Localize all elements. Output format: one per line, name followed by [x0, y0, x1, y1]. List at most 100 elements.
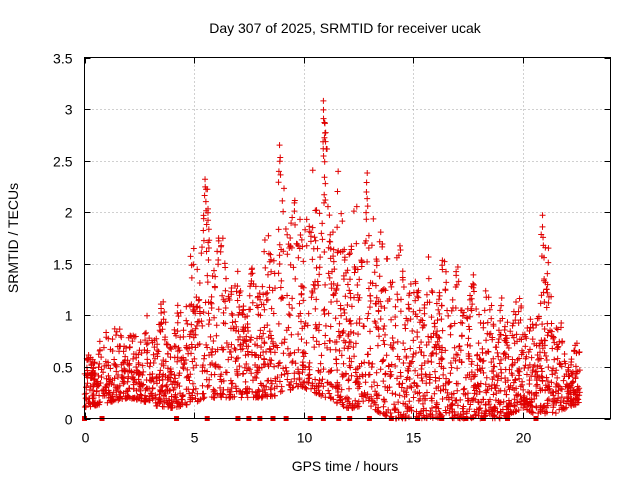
data-point: [325, 270, 332, 277]
data-point: [447, 323, 454, 330]
data-point: [168, 393, 175, 400]
data-point: [249, 265, 256, 272]
data-point: [213, 332, 220, 339]
data-point: [292, 360, 299, 367]
data-point: [131, 333, 138, 340]
data-point: [116, 348, 123, 355]
data-point: [112, 384, 119, 391]
data-point: [218, 390, 225, 397]
data-point: [386, 296, 393, 303]
data-point: [219, 235, 226, 242]
data-point: [470, 271, 477, 278]
data-point: [455, 414, 462, 421]
data-point: [547, 327, 554, 334]
data-point: [174, 358, 181, 365]
data-point: [419, 377, 426, 384]
data-point: [504, 342, 511, 349]
data-point: [416, 389, 423, 396]
data-point: [152, 392, 159, 399]
data-point: [144, 356, 151, 363]
data-point: [483, 374, 490, 381]
data-point: [445, 394, 452, 401]
data-point: [471, 288, 478, 295]
data-point: [351, 353, 358, 360]
data-point: [465, 397, 472, 404]
data-point: [256, 290, 263, 297]
data-point: [530, 324, 537, 331]
data-point: [407, 281, 414, 288]
data-point: [434, 338, 441, 345]
data-point: [373, 262, 380, 269]
data-point: [340, 276, 347, 283]
data-point: [262, 389, 269, 396]
data-point: [108, 397, 115, 404]
data-point: [548, 367, 555, 374]
data-point: [434, 328, 441, 335]
data-point: [375, 307, 382, 314]
data-point: [200, 237, 207, 244]
data-point: [374, 342, 381, 349]
data-point: [87, 382, 94, 389]
data-point: [301, 378, 308, 385]
data-point: [289, 214, 296, 221]
data-point: [527, 324, 534, 331]
data-point: [310, 334, 317, 341]
data-point: [187, 398, 194, 405]
data-point: [448, 402, 455, 409]
data-point: [345, 376, 352, 383]
data-point: [343, 316, 350, 323]
data-point: [184, 373, 191, 380]
data-point: [481, 307, 488, 314]
data-point: [276, 378, 283, 385]
data-point: [535, 315, 542, 322]
data-point: [321, 158, 328, 165]
data-point: [156, 377, 163, 384]
data-point: [406, 292, 413, 299]
data-point: [540, 242, 547, 249]
data-point: [351, 269, 358, 276]
data-point: [157, 388, 164, 395]
data-point: [318, 230, 325, 237]
data-point: [349, 400, 356, 407]
data-point: [223, 369, 230, 376]
data-point: [436, 375, 443, 382]
data-point: [222, 264, 229, 271]
data-point: [188, 394, 195, 401]
data-point: [139, 382, 146, 389]
data-point: [382, 371, 389, 378]
data-point: [174, 302, 181, 309]
data-point: [320, 307, 327, 314]
data-point: [554, 382, 561, 389]
data-point: [552, 370, 559, 377]
data-point: [499, 315, 506, 322]
data-point: [327, 231, 334, 238]
data-point: [215, 256, 222, 263]
data-point: [154, 402, 161, 409]
data-point: [289, 384, 296, 391]
data-point: [208, 293, 215, 300]
data-point: [516, 368, 523, 375]
data-point: [321, 340, 328, 347]
data-point: [259, 283, 266, 290]
data-point: [288, 220, 295, 227]
data-point: [457, 347, 464, 354]
data-point: [119, 359, 126, 366]
data-point: [320, 145, 327, 152]
data-point: [121, 343, 128, 350]
data-point: [453, 397, 460, 404]
data-point: [269, 393, 276, 400]
data-point: [543, 304, 550, 311]
data-point: [507, 328, 514, 335]
data-point: [338, 210, 345, 217]
data-point: [146, 363, 153, 370]
data-point: [409, 353, 416, 360]
data-point: [91, 377, 98, 384]
data-point: [336, 347, 343, 354]
data-point: [280, 208, 287, 215]
data-point: [255, 354, 262, 361]
data-point: [194, 390, 201, 397]
data-point: [447, 360, 454, 367]
data-point: [278, 294, 285, 301]
data-point: [428, 287, 435, 294]
data-point: [328, 298, 335, 305]
